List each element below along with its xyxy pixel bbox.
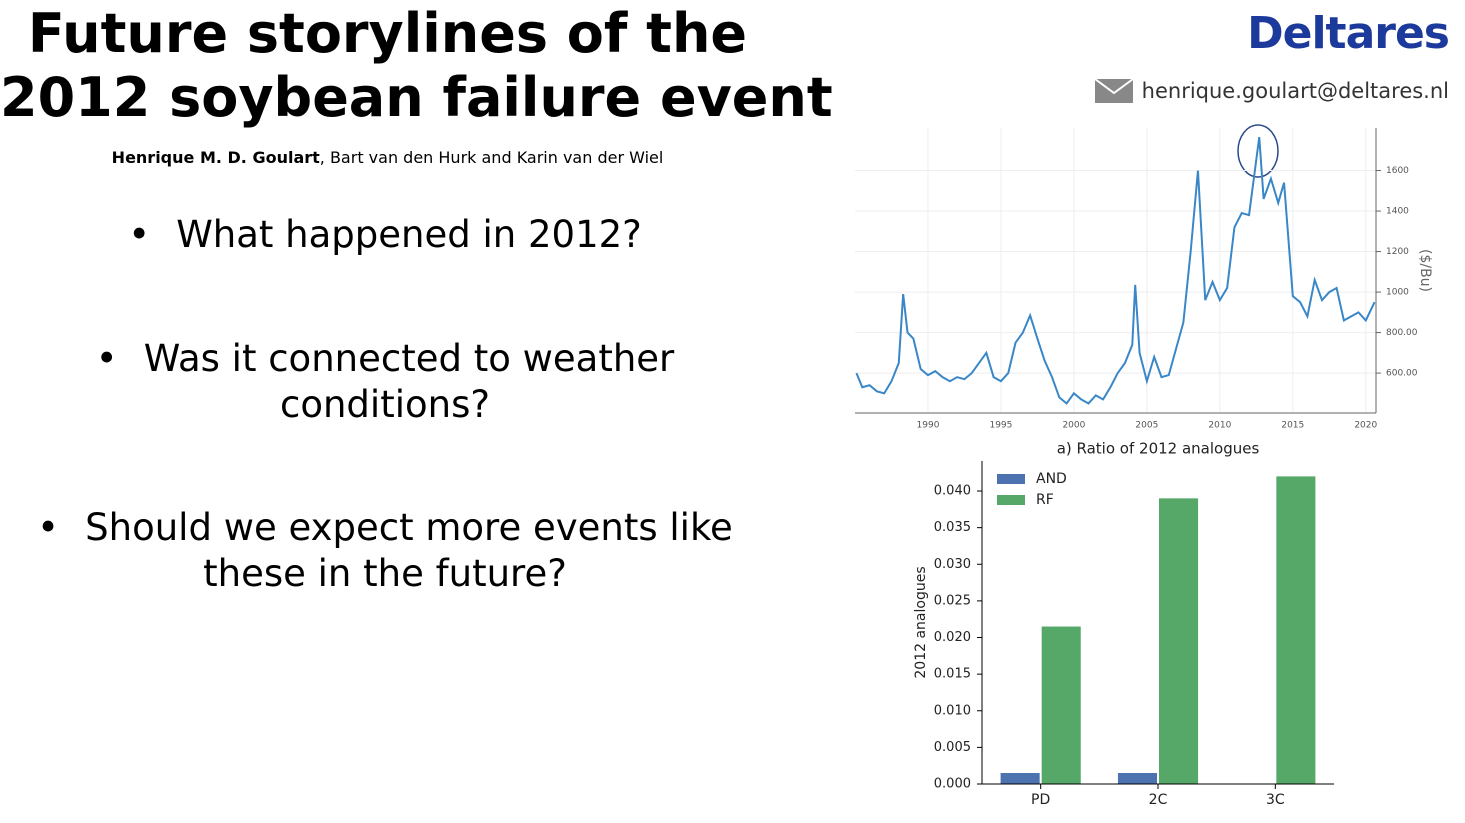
lead-author: Henrique M. D. Goulart: [111, 148, 320, 167]
legend-swatch: [997, 495, 1025, 505]
envelope-flap: [1094, 78, 1134, 95]
y-tick-label: 800.00: [1386, 328, 1418, 338]
x-tick-label: 1990: [917, 421, 940, 431]
y-tick-label: 0.035: [934, 520, 971, 535]
y-tick-label: 0.030: [934, 557, 971, 572]
x-tick-label: 2010: [1208, 421, 1231, 431]
bar: [1041, 626, 1081, 784]
y-tick-label: 600.00: [1386, 369, 1418, 379]
bar: [1000, 773, 1040, 784]
y-tick-label: 0.025: [934, 593, 971, 608]
y-axis-label: 2012 analogues: [913, 566, 929, 678]
y-tick-label: 1400: [1386, 207, 1409, 217]
y-tick-label: 0.010: [934, 703, 971, 718]
x-tick-label: PD: [1031, 792, 1050, 808]
y-tick-label: 1600: [1386, 166, 1409, 176]
title-line: Future storylines of the: [27, 2, 748, 65]
x-tick-label: 2000: [1062, 421, 1085, 431]
bullet-line: conditions?: [280, 383, 490, 426]
x-tick-label: 2C: [1149, 792, 1168, 808]
price-line: [855, 136, 1376, 405]
highlight-circle: [1237, 124, 1279, 178]
y-tick-label: 0.000: [934, 777, 971, 792]
bullet-text: Was it connected to weather: [143, 337, 675, 380]
other-authors: , Bart van den Hurk and Karin van der Wi…: [319, 148, 664, 167]
bullet-line: What happened in 2012?: [20, 212, 750, 258]
bullet: What happened in 2012?: [20, 212, 750, 258]
chart-title: a) Ratio of 2012 analogues: [1057, 440, 1260, 458]
y-tick-label: 0.040: [934, 484, 971, 499]
bullet-line: Was it connected to weather: [20, 336, 750, 382]
y-tick-label: 1000: [1386, 288, 1409, 298]
title-line: 2012 soybean failure event: [0, 66, 833, 129]
legend-swatch: [997, 474, 1025, 484]
bar: [1276, 476, 1316, 784]
authors: Henrique M. D. Goulart, Bart van den Hur…: [0, 148, 775, 167]
bar: [1117, 773, 1157, 784]
legend-label: AND: [1036, 471, 1067, 487]
bullet-line: these in the future?: [203, 552, 567, 595]
email-address: henrique.goulart@deltares.nl: [1141, 79, 1449, 103]
y-axis-label: ($/Bu): [1417, 249, 1433, 292]
bullet-text: What happened in 2012?: [176, 213, 642, 256]
y-tick-label: 0.020: [934, 630, 971, 645]
y-tick-label: 1200: [1386, 247, 1409, 257]
envelope-icon: [1094, 78, 1134, 103]
slide-title: Future storylines of the 2012 soybean fa…: [0, 2, 833, 130]
bullet-text: Should we expect more events like: [85, 506, 733, 549]
email: henrique.goulart@deltares.nl: [1094, 78, 1449, 104]
legend-label: RF: [1036, 492, 1054, 508]
y-tick-label: 0.015: [934, 667, 971, 682]
x-tick-label: 2015: [1281, 421, 1304, 431]
y-tick-label: 0.005: [934, 740, 971, 755]
x-tick-label: 2020: [1354, 421, 1377, 431]
bullet-line: Should we expect more events like: [20, 505, 750, 551]
x-tick-label: 3C: [1266, 792, 1285, 808]
logo: Deltares: [1247, 8, 1450, 59]
bar: [1159, 498, 1199, 784]
x-tick-label: 2005: [1135, 421, 1158, 431]
x-tick-label: 1995: [989, 421, 1012, 431]
